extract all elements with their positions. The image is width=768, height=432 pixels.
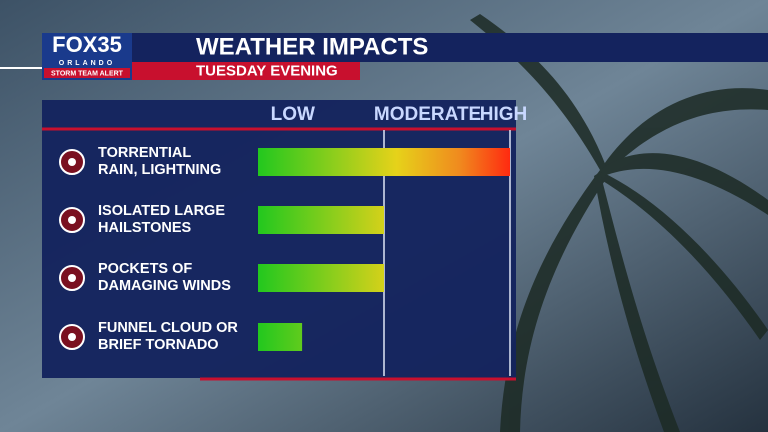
bar (258, 206, 384, 234)
logo-tag-bar (44, 68, 130, 78)
x-tick-label: LOW (271, 104, 315, 125)
x-tick-label: MODERATE (374, 104, 481, 125)
chart-title: WEATHER IMPACTS (196, 33, 428, 60)
category-label: POCKETS OF DAMAGING WINDS (98, 261, 231, 294)
category-label: ISOLATED LARGE HAILSTONES (98, 203, 226, 236)
subtitle-bar (132, 62, 360, 80)
bar (258, 264, 384, 292)
hazard-icon-glyph (68, 274, 76, 282)
category-label: FUNNEL CLOUD OR BRIEF TORNADO (98, 320, 238, 353)
logo-city: ORLANDO (59, 60, 115, 67)
title-bar (132, 33, 768, 62)
hazard-icon-glyph (68, 216, 76, 224)
hazard-icon-glyph (68, 333, 76, 341)
x-tick-label: HIGH (480, 104, 528, 125)
hazard-icon-glyph (68, 158, 76, 166)
chart-subtitle: TUESDAY EVENING (196, 62, 338, 79)
logo-brand: FOX35 (52, 32, 122, 57)
palm-silhouette (470, 14, 768, 432)
bar (258, 323, 303, 351)
bar (258, 148, 510, 176)
logo-tag: STORM TEAM ALERT (51, 70, 124, 77)
category-label: TORRENTIAL RAIN, LIGHTNING (98, 145, 222, 178)
